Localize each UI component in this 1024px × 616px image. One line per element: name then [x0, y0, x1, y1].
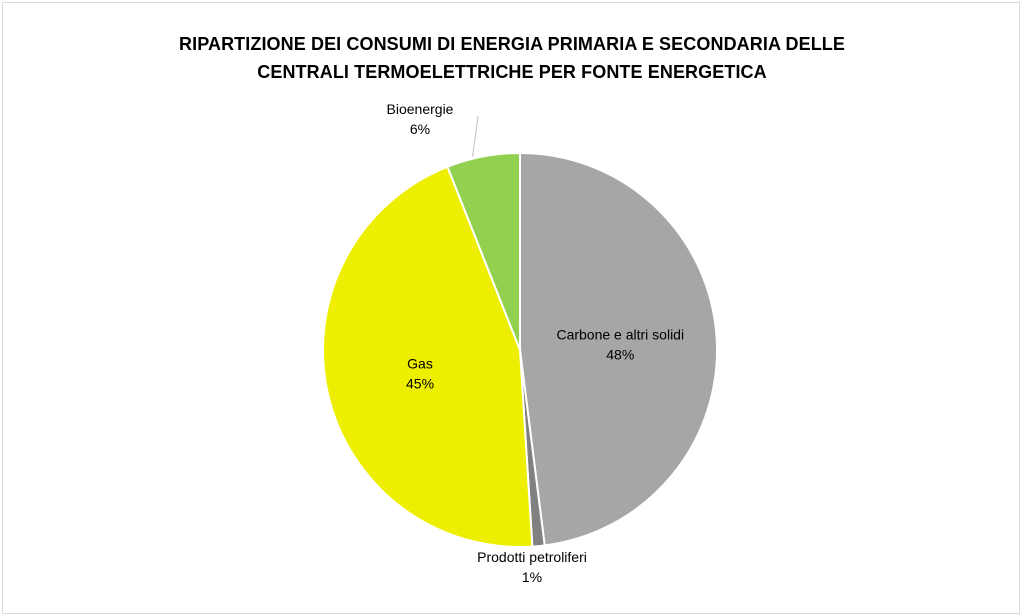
- pie-slice-bioenergie: [446, 151, 521, 351]
- slice-label-value-gas: 45%: [406, 375, 434, 391]
- chart-title-line-2: CENTRALI TERMOELETTRICHE PER FONTE ENERG…: [257, 62, 767, 82]
- pie-slice-gas: [322, 165, 534, 548]
- slice-label-value-bioenergie: 6%: [410, 121, 430, 137]
- leader-line-bioenergie: [472, 115, 479, 157]
- slice-label-name-gas: Gas: [407, 355, 433, 371]
- chart-title-line-1: RIPARTIZIONE DEI CONSUMI DI ENERGIA PRIM…: [179, 34, 845, 54]
- pie-slice-carbone-e-altri-solidi: [519, 151, 718, 547]
- slice-label-name-carbone-e-altri-solidi: Carbone e altri solidi: [556, 327, 684, 343]
- slice-label-value-prodotti-petroliferi: 1%: [522, 569, 542, 585]
- slice-label-name-bioenergie: Bioenergie: [387, 101, 454, 117]
- slice-label-value-carbone-e-altri-solidi: 48%: [606, 347, 634, 363]
- slice-label-name-prodotti-petroliferi: Prodotti petroliferi: [477, 549, 587, 565]
